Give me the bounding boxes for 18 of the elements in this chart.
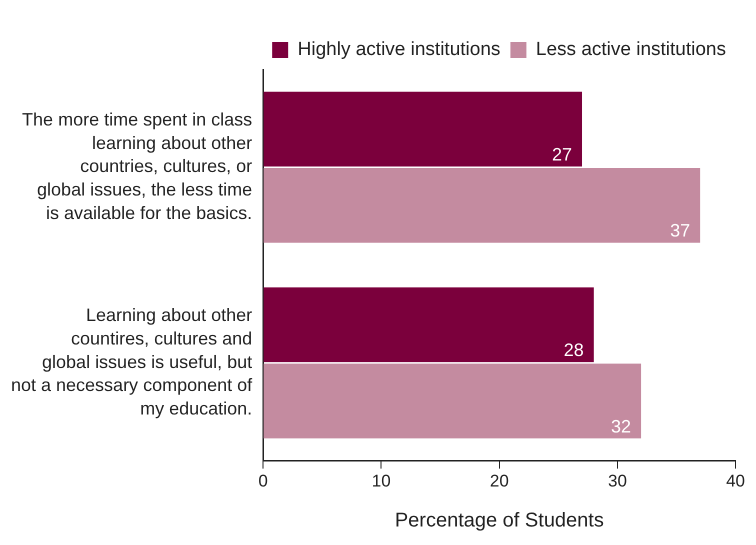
- x-tick-label: 30: [608, 471, 627, 490]
- bar: [264, 287, 594, 362]
- bar: [264, 168, 700, 243]
- legend-label: Highly active institutions: [298, 39, 500, 60]
- data-label: 37: [670, 220, 690, 241]
- y-tick-label: The more time spent in class learning about other countries, cultures, or global issues, the less time is available for the basics.: [22, 109, 252, 224]
- x-tick-label: 0: [258, 471, 268, 490]
- x-tick-label: 10: [372, 471, 391, 490]
- data-label: 28: [564, 340, 584, 360]
- y-tick-label: Learning about other countires, cultures and global issues is useful, but not a necessary component of my education.: [10, 304, 254, 419]
- x-tick-label: 20: [490, 471, 509, 490]
- data-label: 27: [552, 144, 572, 164]
- legend-label: Less active institutions: [536, 39, 726, 60]
- x-axis-title: Percentage of Students: [394, 510, 604, 532]
- bar: [264, 92, 582, 167]
- x-tick-label: 40: [726, 471, 746, 490]
- bar: [264, 364, 642, 438]
- data-label: 32: [611, 416, 632, 436]
